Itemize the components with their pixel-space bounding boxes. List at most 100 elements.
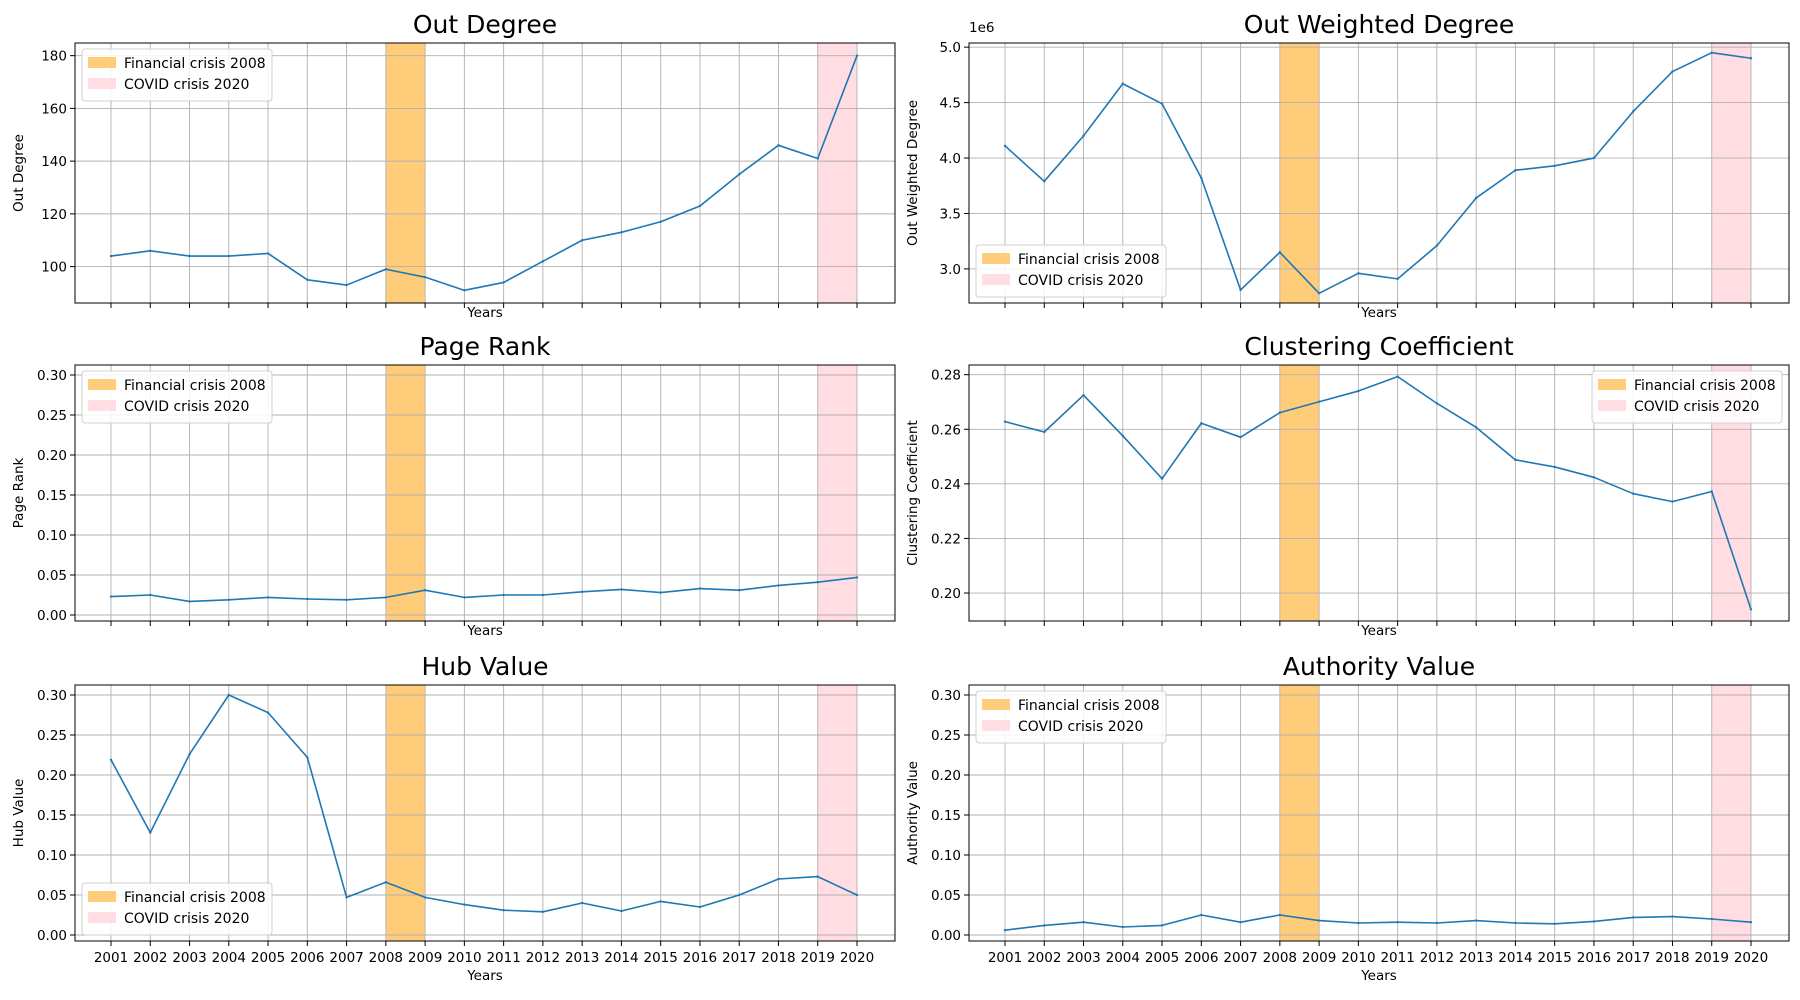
- data-point: [1514, 169, 1517, 172]
- legend-swatch: [1598, 400, 1626, 411]
- x-tick-label: 2014: [1498, 950, 1532, 966]
- chart-title: Clustering Coefficient: [1244, 332, 1514, 361]
- data-point: [1121, 82, 1124, 85]
- legend-swatch: [982, 274, 1010, 285]
- x-axis-label: Years: [466, 968, 503, 984]
- axes-frame: [968, 684, 1790, 942]
- data-point: [620, 231, 623, 234]
- data-point: [659, 591, 662, 594]
- chart-panel: 0.00 0.05 0.10 0.15 0.20 0.25 0.30 2001 2002 2003…: [905, 652, 1790, 984]
- x-tick-label: 2011: [1380, 950, 1414, 966]
- crisis-band: [385, 685, 426, 941]
- x-tick-label: 2019: [801, 950, 835, 966]
- data-point: [1003, 929, 1007, 932]
- data-point: [149, 831, 152, 834]
- x-tick-label: 2020: [1734, 950, 1768, 966]
- data-point: [1474, 426, 1478, 429]
- data-point: [1632, 916, 1635, 919]
- legend-swatch: [88, 400, 116, 411]
- data-point: [1710, 490, 1713, 493]
- y-tick-label: 0.15: [37, 808, 67, 824]
- series-line: [110, 694, 858, 913]
- data-point: [1553, 465, 1556, 469]
- y-tick-label: 0.05: [37, 888, 67, 904]
- crisis-band: [385, 43, 426, 303]
- data-point: [1435, 244, 1439, 247]
- data-point: [1278, 251, 1282, 254]
- series-line: [1004, 375, 1752, 610]
- data-point: [1632, 110, 1635, 113]
- legend-label: COVID crisis 2020: [1018, 719, 1143, 735]
- data-point: [738, 589, 741, 592]
- x-tick-label: 2002: [1027, 950, 1061, 966]
- series-line: [110, 576, 858, 603]
- data-point: [1710, 51, 1713, 54]
- data-point: [1749, 608, 1753, 611]
- data-point: [738, 173, 741, 176]
- axes-frame: [968, 42, 1790, 304]
- data-point: [1632, 492, 1635, 495]
- x-tick-label: 2013: [1459, 950, 1493, 966]
- data-point: [1317, 400, 1321, 403]
- y-tick-label: 0.25: [931, 728, 961, 744]
- data-point: [1043, 180, 1046, 183]
- data-point: [580, 590, 584, 593]
- y-tick-label: 0.24: [931, 477, 961, 493]
- crisis-band: [817, 43, 857, 303]
- data-point: [1671, 500, 1674, 503]
- crisis-band: [817, 685, 857, 941]
- x-tick-label: 2001: [94, 950, 128, 966]
- data-point: [423, 275, 427, 279]
- data-point: [816, 157, 819, 160]
- x-tick-label: 2016: [683, 950, 717, 966]
- data-point: [266, 711, 270, 714]
- data-point: [423, 589, 427, 592]
- y-tick-label: 100: [41, 260, 67, 276]
- data-point: [463, 596, 466, 599]
- crisis-band: [1711, 685, 1751, 941]
- data-point: [541, 260, 545, 263]
- x-tick-label: 2010: [1341, 950, 1375, 966]
- data-point: [1671, 915, 1674, 918]
- data-point: [1200, 176, 1203, 180]
- data-point: [1592, 920, 1596, 923]
- legend-swatch: [88, 891, 116, 902]
- data-point: [1043, 924, 1046, 927]
- y-tick-label: 3.5: [940, 206, 961, 222]
- legend: Financial crisis 2008 COVID crisis 2020: [81, 48, 273, 102]
- y-tick-label: 120: [41, 207, 67, 223]
- x-tick-label: 2006: [1184, 950, 1218, 966]
- x-tick-label: 2010: [447, 950, 481, 966]
- x-axis-label: Years: [466, 623, 503, 639]
- data-point: [541, 593, 545, 597]
- y-tick-label: 0.15: [37, 488, 67, 504]
- data-point: [463, 289, 466, 292]
- data-point: [1592, 156, 1596, 160]
- data-point: [1357, 921, 1360, 925]
- data-point: [1082, 134, 1085, 138]
- x-tick-label: 2016: [1577, 950, 1611, 966]
- y-tick-label: 0.00: [931, 928, 961, 944]
- legend-label: Financial crisis 2008: [1018, 252, 1160, 268]
- y-tick-label: 0.26: [931, 422, 961, 438]
- chart-title: Authority Value: [1283, 652, 1475, 681]
- chart-title: Hub Value: [421, 652, 548, 681]
- x-tick-label: 2001: [988, 950, 1022, 966]
- legend-label: Financial crisis 2008: [1634, 378, 1776, 394]
- legend-box: [975, 690, 1167, 744]
- axis-offset-text: 1e6: [969, 20, 994, 36]
- data-point: [855, 54, 859, 57]
- series-line: [110, 55, 858, 292]
- data-point: [227, 598, 230, 601]
- legend-label: COVID crisis 2020: [124, 399, 249, 415]
- data-point: [1003, 420, 1007, 423]
- chart-title: Out Weighted Degree: [1244, 10, 1515, 39]
- data-point: [345, 598, 348, 601]
- y-tick-label: 0.05: [37, 568, 67, 584]
- y-tick-label: 140: [41, 154, 67, 170]
- legend-swatch: [1598, 379, 1626, 390]
- chart-title: Page Rank: [420, 332, 551, 361]
- legend: Financial crisis 2008 COVID crisis 2020: [81, 882, 273, 936]
- data-point: [188, 753, 191, 756]
